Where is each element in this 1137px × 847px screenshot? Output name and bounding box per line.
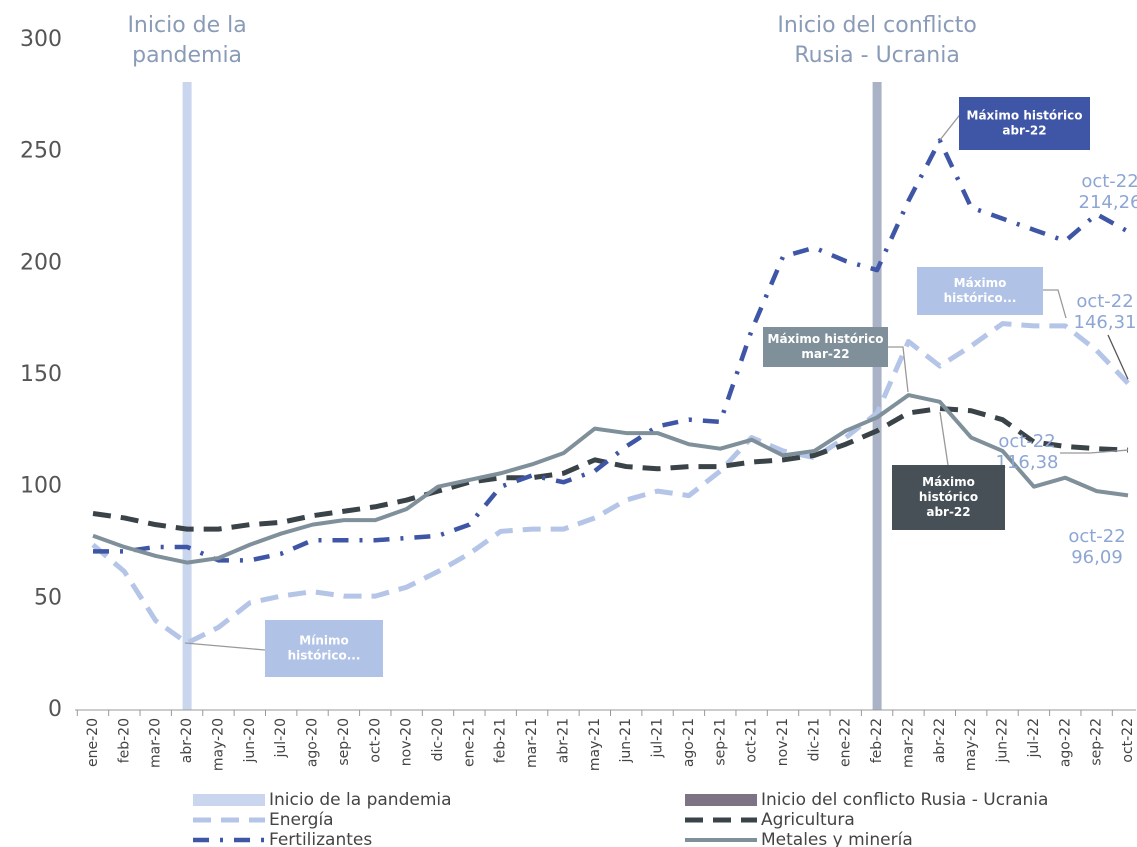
legend-label: Inicio del conflicto Rusia - Ucrania (761, 790, 1048, 810)
x-tick-label: jun-21 (618, 718, 634, 764)
leader-line (184, 642, 266, 651)
annotation-text: Máximo histórico (967, 109, 1083, 123)
event-title: Rusia - Ucrania (794, 43, 959, 68)
event-band (182, 82, 192, 710)
annotation-box (265, 620, 383, 677)
x-tick-label: may-20 (210, 718, 226, 771)
x-tick-label: abr-21 (555, 718, 571, 763)
x-tick-label: ene-22 (838, 718, 854, 767)
end-label-value: 214,26 (1079, 192, 1137, 213)
x-tick-label: feb-20 (116, 718, 132, 763)
annotation-text: Máximo (954, 276, 1007, 290)
x-tick-label: ago-20 (305, 718, 321, 767)
x-tick-label: abr-20 (179, 718, 195, 763)
end-label-value: 116,38 (996, 452, 1059, 473)
x-tick-label: mar-21 (524, 718, 540, 768)
legend-label: Agricultura (761, 810, 855, 830)
legend-label: Inicio de la pandemia (269, 790, 452, 810)
x-tick-label: ene-20 (85, 718, 101, 767)
x-tick-label: dic-21 (806, 718, 822, 761)
x-tick-label: nov-21 (775, 718, 791, 766)
legend-swatch (685, 794, 757, 806)
x-tick-label: feb-22 (869, 718, 885, 763)
x-tick-label: jun-22 (995, 718, 1011, 764)
series-line (92, 406, 1129, 532)
legend-label: Energía (269, 810, 334, 830)
series-line (92, 393, 1129, 565)
leader-line (1043, 289, 1067, 319)
end-label-value: 96,09 (1071, 547, 1123, 568)
annotation-text: histórico... (944, 291, 1017, 305)
annotation-text: Mínimo (299, 634, 348, 648)
annotation-text: abr-22 (1002, 124, 1046, 138)
x-tick-label: mar-22 (900, 718, 916, 768)
legend-label: Metales y minería (761, 830, 913, 847)
legend-swatch (193, 794, 265, 806)
y-tick-label: 250 (20, 139, 62, 164)
x-tick-label: sep-21 (712, 718, 728, 766)
x-tick-label: oct-22 (1120, 718, 1136, 763)
leader-line (939, 111, 963, 141)
y-tick-label: 150 (20, 362, 62, 387)
end-label-date: oct-22 (1068, 526, 1125, 547)
annotation-text: Máximo (922, 475, 975, 489)
annotation-text: abr-22 (926, 505, 970, 519)
x-tick-label: mar-20 (148, 718, 164, 768)
x-tick-label: nov-20 (399, 718, 415, 766)
leader-line (888, 346, 909, 393)
leader-line (1060, 449, 1129, 454)
x-tick-label: dic-20 (430, 718, 446, 761)
leader-line (939, 411, 949, 466)
x-tick-label: oct-21 (744, 718, 760, 763)
annotation-text: histórico (919, 490, 978, 504)
x-tick-label: jun-20 (242, 718, 258, 764)
event-band (872, 82, 882, 710)
x-tick-label: sep-22 (1089, 718, 1105, 766)
x-tick-label: sep-20 (336, 718, 352, 766)
end-label-date: oct-22 (998, 431, 1055, 452)
x-tick-label: ago-21 (681, 718, 697, 767)
x-tick-label: jul-21 (650, 718, 666, 759)
y-tick-label: 50 (34, 585, 62, 610)
x-tick-label: ene-21 (461, 718, 477, 767)
y-tick-label: 200 (20, 250, 62, 275)
annotation-text: mar-22 (801, 347, 849, 361)
x-tick-label: may-21 (587, 718, 603, 771)
y-tick-label: 0 (48, 697, 62, 722)
event-title: Inicio del conflicto (777, 13, 976, 38)
series-line (93, 138, 1130, 563)
y-tick-label: 100 (20, 474, 62, 499)
annotation-box (892, 465, 1005, 530)
end-label-value: 146,31 (1074, 312, 1137, 333)
leader-line (1107, 334, 1129, 380)
annotation-box (917, 267, 1043, 315)
x-tick-label: feb-21 (493, 718, 509, 763)
annotation-text: histórico... (288, 649, 361, 663)
x-tick-label: jul-20 (273, 718, 289, 759)
x-tick-label: jul-22 (1026, 718, 1042, 759)
end-label-date: oct-22 (1081, 171, 1137, 192)
x-tick-label: oct-20 (367, 718, 383, 763)
series-line (91, 321, 1130, 646)
x-tick-label: ago-22 (1057, 718, 1073, 767)
x-tick-label: may-22 (963, 718, 979, 771)
annotation-box (763, 327, 888, 367)
y-tick-label: 300 (20, 27, 62, 52)
legend-label: Fertilizantes (269, 830, 372, 847)
x-tick-label: abr-22 (932, 718, 948, 763)
event-title: Inicio de la (127, 13, 246, 38)
event-title: pandemia (132, 43, 242, 68)
annotation-text: Máximo histórico (768, 332, 884, 346)
end-label-date: oct-22 (1076, 291, 1133, 312)
annotation-box (959, 97, 1090, 150)
